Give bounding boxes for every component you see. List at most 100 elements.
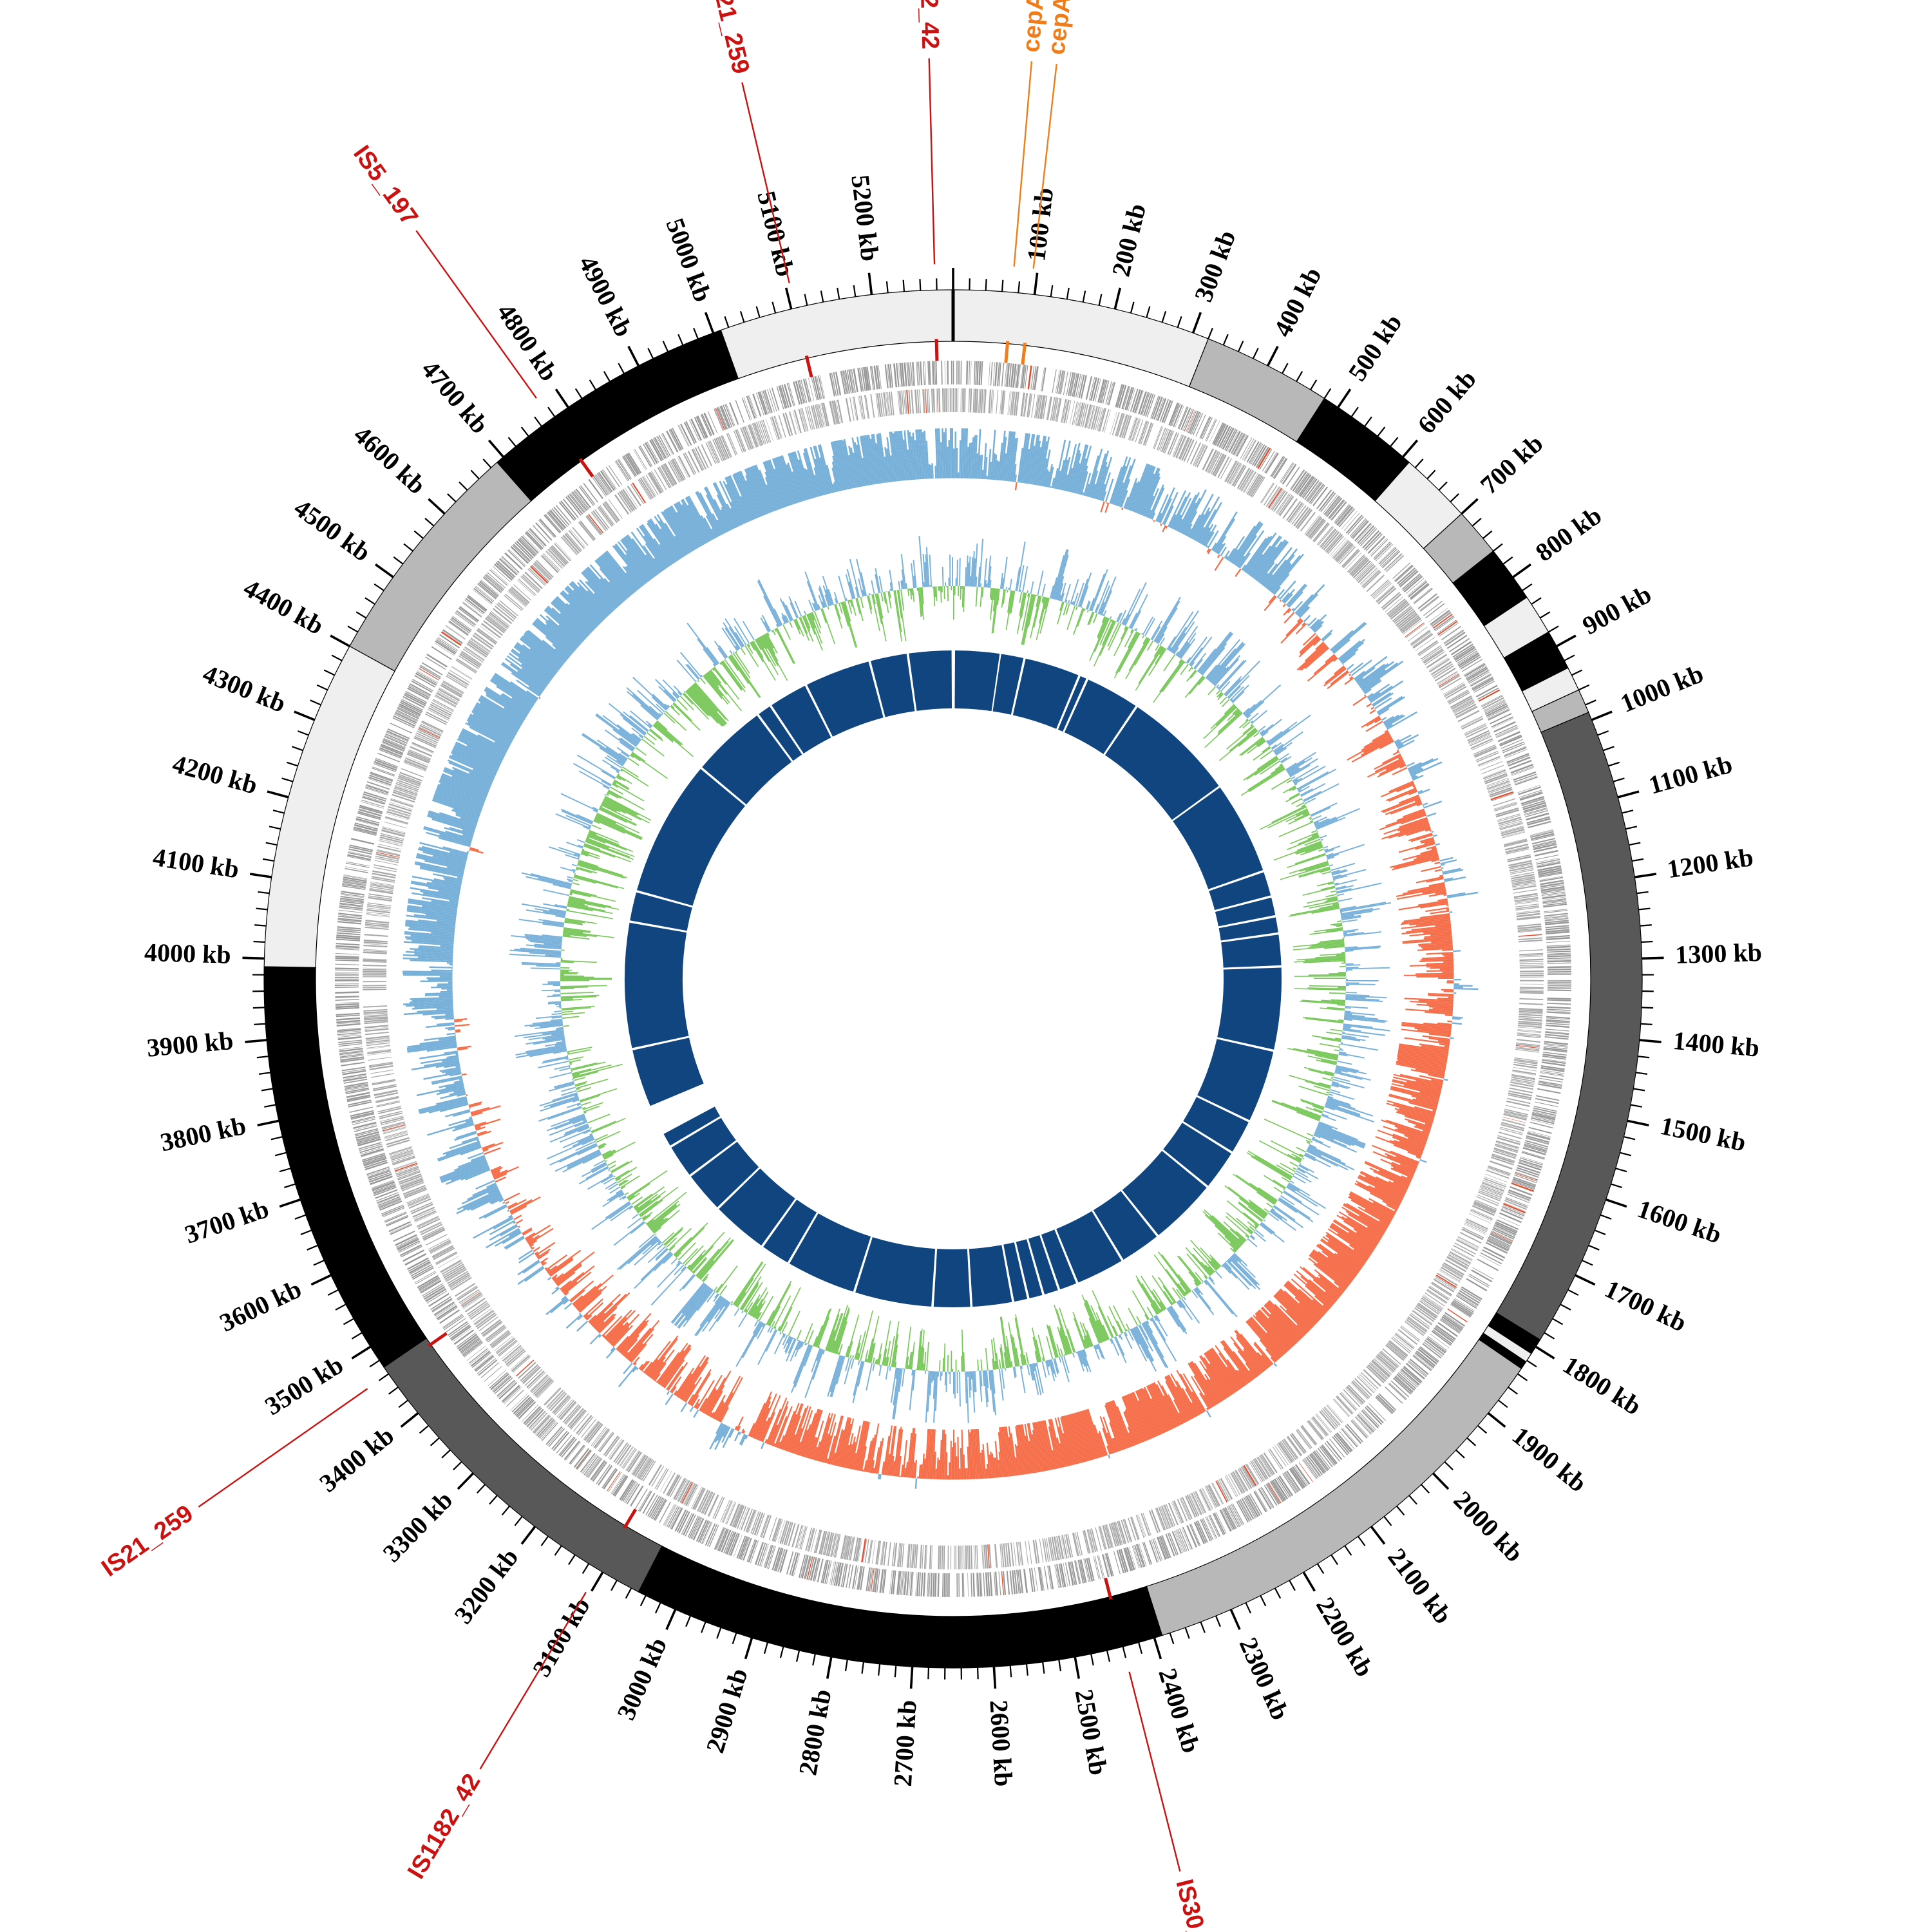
gc-content-bar [1298, 867, 1331, 878]
gc-content-bar [677, 1287, 710, 1329]
gc-content-bar [1052, 555, 1065, 600]
gc-content-bar [1229, 728, 1257, 752]
gc-content-bar [1345, 996, 1366, 999]
gc-content-bar [1260, 760, 1281, 775]
gc-content-bar [1099, 601, 1105, 615]
gc-content-bar [1184, 661, 1186, 664]
gc-content-bar [1115, 632, 1139, 674]
gc-content-bar [1306, 1132, 1314, 1137]
cds-forward [1326, 497, 1343, 517]
gc-content-bar [1110, 1338, 1113, 1345]
gc-content-bar [1317, 1124, 1366, 1145]
gc-content-bar [757, 1312, 762, 1320]
gc-content-bar [1230, 1247, 1236, 1253]
gc-content-bar [983, 1370, 988, 1407]
gc-content-bar [1327, 856, 1335, 860]
gc-content-bar [1295, 1157, 1302, 1161]
gc-skew-bar [956, 448, 958, 478]
gc-skew-bar [951, 428, 953, 478]
alignment-block [992, 654, 1024, 715]
gc-content-bar [572, 882, 580, 886]
gc-content-bar [578, 859, 599, 867]
gc-skew-bar [437, 1143, 481, 1160]
gc-content-bar [1202, 1211, 1242, 1247]
gc-content-bar [550, 1113, 585, 1128]
cds-forward [988, 361, 990, 386]
gc-content-bar [1294, 853, 1326, 865]
gc-content-bar [1343, 1025, 1390, 1032]
gc-content-bar [1278, 821, 1314, 838]
gc-content-bar [1343, 932, 1365, 936]
gc-content-bar [1150, 1303, 1158, 1315]
gc-content-bar [676, 1261, 681, 1267]
alignment-block [630, 892, 692, 931]
gc-content-bar [1010, 591, 1016, 613]
gc-content-bar [569, 891, 591, 898]
gc-content-bar [1016, 592, 1026, 634]
gc-content-bar [549, 1142, 597, 1166]
gc-content-bar [907, 1365, 909, 1370]
gc-content-bar [1332, 870, 1348, 876]
cds-forward [973, 361, 976, 385]
gc-content-bar [1101, 616, 1106, 623]
gc-content-bar [591, 1121, 616, 1133]
gc-content-bar [1345, 1007, 1351, 1009]
cds-forward [994, 362, 998, 386]
gc-content-bar [567, 1052, 570, 1054]
alignment-block [954, 650, 1000, 712]
gc-content-bar [1079, 573, 1092, 607]
gc-content-bar [581, 1162, 607, 1177]
gc-content-bar [932, 586, 934, 588]
gc-content-bar [1289, 792, 1300, 800]
gc-skew-bar [431, 969, 453, 972]
gc-content-bar [534, 943, 562, 947]
gc-content-bar [1014, 1318, 1025, 1366]
gc-content-bar [985, 1348, 989, 1370]
gc-content-bar [622, 1196, 627, 1200]
gc-content-bar [1339, 1051, 1347, 1054]
alignment-block [1163, 1122, 1231, 1186]
gc-content-bar [1304, 797, 1316, 804]
gc-content-bar [605, 1160, 607, 1162]
gc-content-bar [1083, 1336, 1089, 1348]
gc-content-bar [1270, 765, 1284, 775]
gc-content-bar [1124, 629, 1134, 648]
gc-content-bar [589, 1127, 592, 1130]
gc-skew-bar [1426, 812, 1437, 817]
gc-skew-bar [1443, 990, 1454, 992]
gc-content-bar [1341, 914, 1354, 918]
gc-content-bar [734, 1278, 754, 1307]
gc-content-bar [661, 1232, 675, 1244]
gc-content-bar [1010, 1361, 1013, 1368]
gc-content-bar [1048, 1325, 1059, 1358]
gc-content-bar [598, 1142, 605, 1148]
gc-content-bar [1041, 583, 1046, 597]
gc-content-bar [564, 854, 580, 860]
gc-content-bar [1142, 637, 1148, 645]
gc-content-bar [864, 1350, 869, 1362]
gc-skew-bar [429, 966, 453, 969]
gc-content-bar [1303, 899, 1338, 908]
gc-content-bar [1345, 969, 1353, 971]
alignment-block [702, 715, 792, 805]
gc-content-bar [574, 1094, 578, 1097]
gc-content-bar [1293, 941, 1345, 947]
gc-skew-bar [439, 976, 453, 978]
gc-skew-bar [1100, 501, 1105, 513]
gc-content-bar [1224, 676, 1242, 696]
gc-content-bar [552, 1092, 578, 1101]
cds-forward [1443, 1314, 1464, 1328]
gc-content-bar [1030, 595, 1041, 639]
cds-forward [1547, 968, 1571, 971]
gc-content-bar [1208, 1266, 1215, 1273]
gc-content-bar [556, 1027, 564, 1029]
gc-content-bar [591, 1162, 607, 1171]
gc-content-bar [518, 918, 564, 927]
gc-content-bar [1138, 1325, 1153, 1352]
gc-content-bar [937, 1371, 940, 1377]
cds-forward [1547, 987, 1571, 989]
gc-content-bar [595, 815, 625, 829]
gc-content-bar [589, 829, 620, 843]
gc-content-bar [555, 915, 565, 918]
